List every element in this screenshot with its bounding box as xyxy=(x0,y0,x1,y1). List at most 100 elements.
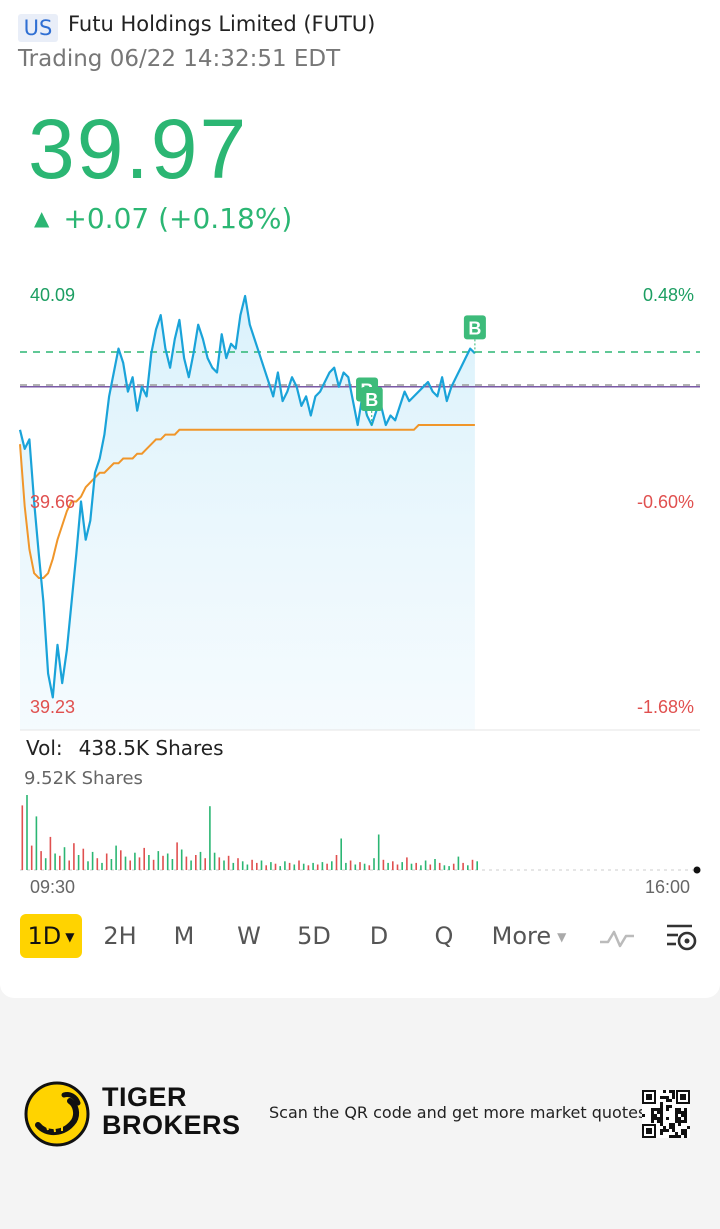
volume-bar xyxy=(265,865,267,870)
volume-bar xyxy=(110,859,113,870)
qr-module xyxy=(660,1114,663,1117)
volume-bar xyxy=(166,853,169,870)
period-tab-5d[interactable]: 5D xyxy=(297,922,331,950)
volume-bar xyxy=(190,860,192,870)
period-tab-more[interactable]: More ▼ xyxy=(486,914,572,958)
volume-bar xyxy=(246,864,249,870)
volume-bar xyxy=(82,848,85,870)
volume-bar xyxy=(457,856,460,870)
volume-bar xyxy=(105,853,108,870)
trading-status: Trading 06/22 14:32:51 EDT xyxy=(18,46,341,72)
time-start-label: 09:30 xyxy=(30,877,76,897)
volume-bar xyxy=(452,863,455,870)
volume-bar xyxy=(96,858,99,870)
period-tab-1d[interactable]: 1D ▼ xyxy=(20,914,82,958)
volume-bar xyxy=(26,795,28,870)
volume-bar xyxy=(91,851,94,870)
volume-bar xyxy=(138,857,141,870)
qr-module xyxy=(678,1120,681,1123)
period-tab-q[interactable]: Q xyxy=(434,922,454,950)
price-mid-label: 39.66 xyxy=(30,492,76,512)
volume-bar xyxy=(199,851,202,870)
volume-bar xyxy=(124,856,127,870)
volume-bar xyxy=(382,859,385,870)
qr-module xyxy=(657,1111,660,1114)
qr-module xyxy=(684,1135,687,1138)
price-area-fill xyxy=(20,296,475,730)
brand-line-2: BROKERS xyxy=(102,1110,241,1140)
up-arrow-icon: ▲ xyxy=(34,206,50,230)
volume-bar xyxy=(213,852,216,870)
qr-module xyxy=(684,1132,687,1135)
volume-bar xyxy=(284,861,286,870)
qr-module xyxy=(681,1132,684,1135)
qr-module xyxy=(646,1128,652,1134)
volume-bar xyxy=(59,855,61,870)
volume-bar xyxy=(227,855,230,870)
volume-bar xyxy=(237,858,239,870)
volume-bar xyxy=(223,860,225,870)
period-tab-d[interactable]: D xyxy=(369,922,389,950)
period-tab-m[interactable]: M xyxy=(173,922,195,950)
qr-module xyxy=(669,1099,672,1102)
volume-bar xyxy=(185,856,188,870)
qr-module xyxy=(681,1129,684,1132)
volume-bar xyxy=(335,855,338,870)
qr-module xyxy=(666,1129,669,1132)
period-tab-2h[interactable]: 2H xyxy=(103,922,137,950)
period-tab-w[interactable]: W xyxy=(237,922,261,950)
qr-module xyxy=(678,1111,681,1114)
price-low-label: 39.23 xyxy=(30,697,76,717)
qr-module xyxy=(675,1114,678,1117)
volume-bar xyxy=(241,861,244,870)
volume-bar xyxy=(44,858,47,870)
qr-module xyxy=(669,1090,672,1093)
price-high-label: 40.09 xyxy=(30,285,76,305)
volume-bar xyxy=(251,859,253,870)
qr-module xyxy=(660,1117,663,1120)
qr-module xyxy=(657,1120,660,1123)
volume-bar xyxy=(176,842,178,870)
qr-module xyxy=(660,1111,663,1114)
buy-marker-label: B xyxy=(365,390,378,410)
period-more-label: More xyxy=(491,922,552,950)
caret-down-icon: ▼ xyxy=(557,930,567,944)
volume-bar xyxy=(162,855,164,870)
indicator-icon[interactable] xyxy=(598,922,638,952)
volume-bar xyxy=(171,859,174,870)
volume-bar xyxy=(429,864,432,870)
volume-bar xyxy=(288,862,291,870)
qr-module xyxy=(672,1123,675,1126)
qr-module xyxy=(654,1114,657,1117)
qr-module xyxy=(681,1111,684,1114)
intraday-chart[interactable]: BBB xyxy=(0,0,720,880)
qr-module xyxy=(657,1117,660,1120)
qr-module xyxy=(660,1102,663,1105)
qr-module xyxy=(666,1105,669,1108)
buy-marker-box xyxy=(360,387,383,412)
buy-marker: B xyxy=(360,387,383,426)
qr-module xyxy=(651,1120,654,1123)
average-price-line xyxy=(19,424,475,579)
pct-high-label: 0.48% xyxy=(642,285,694,305)
volume-bar xyxy=(63,847,66,870)
volume-bar xyxy=(471,859,474,870)
volume-label: Vol: xyxy=(26,736,63,760)
chart-settings-icon[interactable] xyxy=(664,920,700,954)
volume-bar xyxy=(270,862,272,870)
volume-bar xyxy=(209,806,211,870)
volume-bar xyxy=(274,863,277,870)
brand-name: TIGER BROKERS xyxy=(102,1083,241,1139)
volume-bar xyxy=(35,816,38,870)
volume-bar xyxy=(396,864,399,870)
qr-module xyxy=(666,1099,669,1102)
volume-bar xyxy=(368,865,371,870)
qr-module xyxy=(675,1111,678,1114)
qr-module xyxy=(675,1132,678,1135)
qr-module xyxy=(651,1114,654,1117)
volume-bar xyxy=(392,861,394,870)
qr-module xyxy=(660,1129,663,1132)
volume-bar xyxy=(354,864,357,870)
caret-down-icon: ▼ xyxy=(65,930,75,944)
volume-bar xyxy=(363,863,366,870)
